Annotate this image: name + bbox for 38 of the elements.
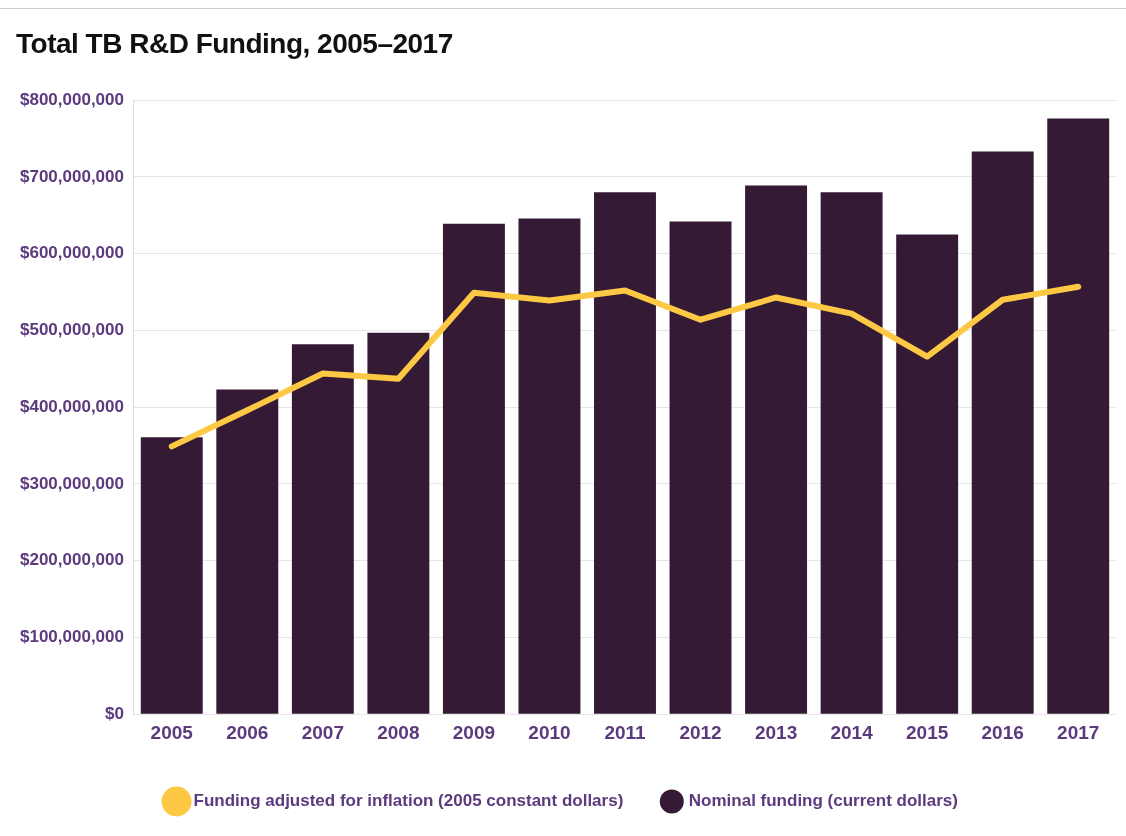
y-tick-label: $100,000,000 [19, 627, 124, 647]
bar [1047, 118, 1110, 714]
bar [367, 332, 430, 714]
bar [216, 389, 279, 714]
x-tick-label: 2010 [528, 721, 571, 743]
y-tick-label: $700,000,000 [19, 166, 124, 186]
bar [971, 151, 1034, 714]
x-tick-label: 2016 [981, 721, 1024, 743]
bar [140, 437, 203, 714]
y-tick-label: $200,000,000 [19, 550, 124, 570]
y-tick-label: $500,000,000 [19, 320, 124, 340]
bar [669, 221, 732, 714]
x-tick-label: 2012 [679, 721, 722, 743]
x-tick-label: 2017 [1057, 721, 1100, 743]
x-tick-label: 2013 [754, 721, 798, 743]
bar [820, 192, 883, 714]
bar [291, 344, 354, 714]
bar [896, 234, 959, 714]
x-tick-label: 2005 [150, 721, 194, 743]
y-tick-label: $600,000,000 [19, 243, 124, 263]
y-tick-label: $300,000,000 [19, 473, 124, 493]
y-tick-label: $0 [105, 703, 124, 723]
legend-label: Nominal funding (current dollars) [688, 791, 958, 811]
x-tick-label: 2011 [604, 721, 647, 743]
x-tick-label: 2015 [906, 721, 949, 743]
x-tick-label: 2006 [226, 721, 269, 743]
bar [594, 192, 656, 714]
bar [745, 185, 808, 714]
y-tick-label: $400,000,000 [19, 396, 124, 416]
bar [518, 218, 581, 714]
x-tick-label: 2014 [830, 721, 874, 743]
x-tick-label: 2008 [377, 721, 420, 743]
legend-label: Funding adjusted for inflation (2005 constant dollars) [193, 791, 624, 811]
chart-title: Total TB R&D Funding, 2005–2017 [16, 28, 453, 60]
y-tick-label: $800,000,000 [19, 89, 124, 109]
bar [442, 223, 505, 714]
x-tick-label: 2009 [452, 721, 496, 743]
x-tick-label: 2007 [301, 721, 344, 743]
